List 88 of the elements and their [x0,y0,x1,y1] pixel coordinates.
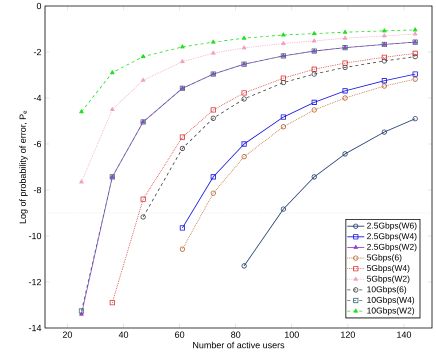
legend-label: 10Gbps(W2) [367,307,414,316]
point [280,80,286,86]
point [140,214,146,220]
point [342,95,348,101]
point [242,141,247,147]
point [280,114,286,120]
point [180,59,185,64]
y-tick-label: -6 [34,140,42,148]
point [312,71,317,77]
point [280,124,286,130]
point [382,129,387,135]
x-tick-label: 60 [175,332,184,338]
point [210,190,216,196]
point [412,31,418,36]
y-tick-label: -8 [34,186,42,194]
y-tick-label: -4 [34,94,42,102]
legend-label: 2.5Gbps(W6) [367,222,416,230]
point [210,50,216,55]
point [242,96,247,102]
point [342,30,348,34]
point [78,308,84,314]
point [110,70,115,74]
point [412,27,418,32]
point [382,54,387,60]
point [412,50,418,56]
legend-label: 5Gbps(W2) [366,275,410,284]
point [312,100,317,105]
x-axis-title: Number of active users [193,342,284,348]
y-tick-label: 0 [36,2,42,10]
x-tick-label: 80 [231,332,240,338]
point [140,196,146,202]
y-tick-label: -2 [34,48,42,56]
point [210,116,216,121]
point [242,45,246,50]
point [342,36,348,40]
point [342,151,348,156]
legend-label: 10Gbps(6) [367,286,406,294]
point [382,33,387,38]
point [180,44,185,48]
point [342,64,348,70]
point [210,40,216,44]
point [412,76,418,82]
point [280,76,286,81]
point [281,32,286,36]
point [312,66,317,72]
point [382,28,387,32]
x-tick-label: 40 [118,332,128,338]
point [312,31,317,36]
point [382,78,387,84]
legend-label: 10Gbps(W4) [367,296,414,305]
x-tick-label: 120 [341,332,356,338]
x-tick-label: 100 [284,332,299,338]
y-tick-label: -10 [28,232,42,240]
point [180,146,186,151]
point [180,134,186,140]
point [110,106,115,111]
legend-label: 5Gbps(6) [366,254,402,262]
point [140,54,146,58]
point [280,206,286,212]
legend-label: 2.5Gbps(W4) [367,232,416,241]
y-tick-label: -14 [28,324,42,332]
point [242,154,247,160]
y-axis-title: Log of probability of error, P$_{e}$ [19,110,28,224]
point [382,83,387,89]
point [210,174,216,180]
point [382,58,387,64]
point [412,71,418,77]
point [312,38,317,42]
point [342,88,348,94]
point [412,54,418,60]
point [312,174,317,180]
point [242,36,246,40]
point [312,107,317,113]
point [242,90,247,96]
y-tick-label: -12 [28,278,42,286]
point [140,78,146,82]
point [79,179,84,184]
point [110,300,115,306]
legend-label: 2.5Gbps(W2) [367,244,416,252]
point [79,109,84,114]
x-tick-label: 140 [397,332,412,338]
point [180,225,186,231]
point [342,60,348,66]
point [281,40,286,45]
point [180,246,186,252]
legend-label: 5Gbps(W4) [366,264,410,273]
x-tick-label: 20 [62,332,72,338]
point [210,107,216,113]
